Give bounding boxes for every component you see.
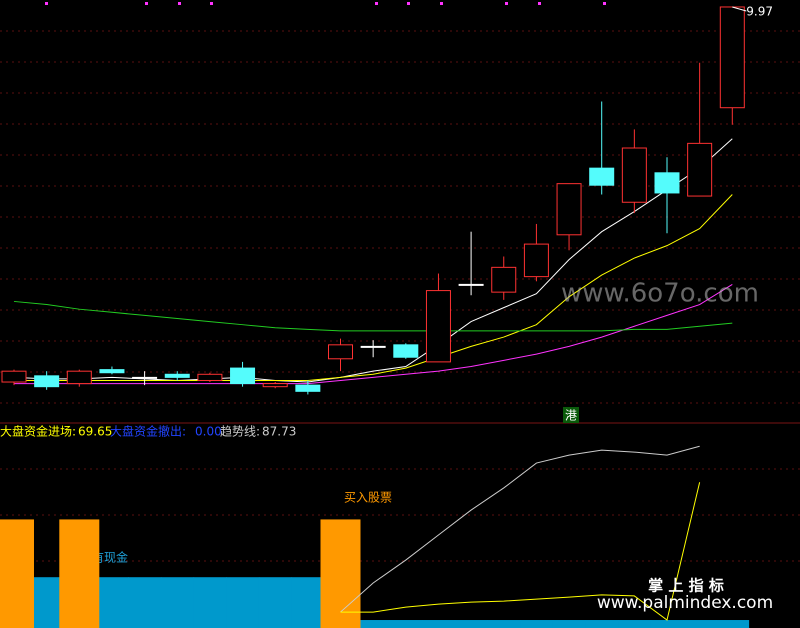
signal-bar xyxy=(320,519,361,628)
candle-body xyxy=(197,373,223,381)
signal-bar xyxy=(356,620,390,628)
candle-body xyxy=(719,6,745,109)
signal-bar xyxy=(552,620,586,628)
signal-bar xyxy=(160,577,195,628)
watermark: 掌 上 指 标 xyxy=(648,577,724,595)
legend-value: 87.73 xyxy=(262,425,296,439)
signal-bar xyxy=(128,577,162,628)
signal-bar xyxy=(95,577,129,628)
signal-bar xyxy=(650,620,684,628)
signal-bar xyxy=(585,620,619,628)
candle-body xyxy=(295,384,321,392)
watermark: www.6o7o.com xyxy=(561,279,759,309)
signal-bar xyxy=(715,620,750,628)
candle-body xyxy=(393,344,419,358)
annotation: 买入股票 xyxy=(344,491,392,505)
signal-bar xyxy=(454,620,488,628)
legend-value: 69.65 xyxy=(78,425,112,439)
signal-bar xyxy=(258,577,293,628)
signal-bar xyxy=(193,577,227,628)
candle-body xyxy=(328,344,353,360)
legend-value: 0.00 xyxy=(195,425,222,439)
tag-box xyxy=(563,407,579,423)
signal-bar xyxy=(422,620,456,628)
candle-body xyxy=(621,147,647,203)
candle-body xyxy=(687,142,713,197)
top-markers xyxy=(45,2,606,5)
candle-body xyxy=(425,290,451,363)
high-arrow xyxy=(732,6,747,12)
legend-label: 趋势线: xyxy=(220,425,260,439)
candle-body xyxy=(132,376,158,379)
signal-bar xyxy=(226,577,260,628)
line xyxy=(14,283,733,385)
watermark: www.palmindex.com xyxy=(597,593,773,613)
candle-body xyxy=(262,383,288,388)
candle-body xyxy=(523,243,549,278)
signal-bar xyxy=(30,577,64,628)
candle-body xyxy=(99,369,125,374)
signal-bar xyxy=(683,620,717,628)
candle-body xyxy=(1,370,27,383)
candle-body xyxy=(556,183,582,236)
candle-body xyxy=(654,172,680,194)
high-label: 9.97 xyxy=(746,4,773,18)
candle-body xyxy=(34,375,60,388)
tag: 港 xyxy=(565,409,577,423)
line xyxy=(340,482,701,621)
legend-label: 大盘资金撤出: xyxy=(110,424,186,439)
signal-bar xyxy=(59,519,100,628)
legend-label: 大盘资金进场: xyxy=(0,424,76,439)
candle-body xyxy=(360,345,386,348)
line xyxy=(13,300,733,332)
line xyxy=(14,194,733,381)
candle-body xyxy=(164,373,190,378)
candle-body xyxy=(491,266,517,293)
signal-bar xyxy=(291,577,325,628)
signal-bar xyxy=(389,620,423,628)
signal-bar xyxy=(520,620,554,628)
candle-body xyxy=(458,283,484,286)
candle-body xyxy=(230,367,256,385)
signal-bar xyxy=(0,519,34,628)
signal-bar xyxy=(618,620,652,628)
candle-body xyxy=(66,370,92,385)
signal-bar xyxy=(487,620,521,628)
line xyxy=(340,445,700,613)
candle-body xyxy=(589,167,615,186)
